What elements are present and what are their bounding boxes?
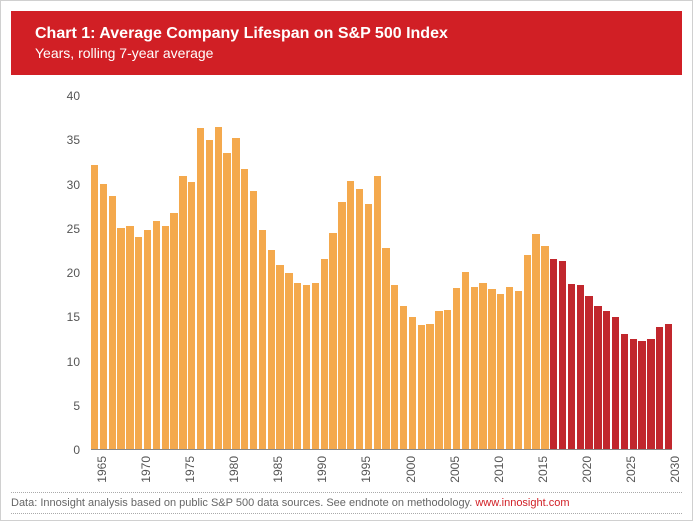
bar — [603, 311, 610, 449]
x-tick-label: 1975 — [183, 456, 197, 483]
chart-title: Chart 1: Average Company Lifespan on S&P… — [35, 25, 658, 43]
y-tick-label: 0 — [73, 443, 80, 457]
bar — [577, 285, 584, 449]
bar — [197, 128, 204, 449]
x-tick-label: 1990 — [315, 456, 329, 483]
bar — [382, 248, 389, 449]
bar — [170, 213, 177, 449]
x-tick-label: 2010 — [492, 456, 506, 483]
bar — [347, 181, 354, 449]
bar — [550, 259, 557, 449]
x-tick-label: 1995 — [359, 456, 373, 483]
bar — [356, 189, 363, 449]
bar — [568, 284, 575, 449]
bar — [162, 226, 169, 449]
bars-region — [91, 96, 672, 450]
chart-header: Chart 1: Average Company Lifespan on S&P… — [11, 11, 682, 75]
footnote-text: Data: Innosight analysis based on public… — [11, 497, 475, 509]
y-tick-label: 30 — [67, 178, 80, 192]
bar — [594, 306, 601, 449]
bar — [312, 283, 319, 449]
bar — [647, 339, 654, 449]
bar — [144, 230, 151, 449]
bar — [638, 341, 645, 449]
y-tick-label: 20 — [67, 266, 80, 280]
bar — [223, 153, 230, 449]
bar — [365, 204, 372, 449]
bar — [109, 196, 116, 449]
bar — [374, 176, 381, 449]
footnote-link[interactable]: www.innosight.com — [475, 497, 569, 509]
x-tick-label: 2000 — [404, 456, 418, 483]
bar — [462, 272, 469, 449]
bar — [541, 246, 548, 449]
y-axis: 0510152025303540 — [56, 96, 86, 450]
y-tick-label: 25 — [67, 222, 80, 236]
bar — [506, 287, 513, 449]
x-tick-label: 1965 — [95, 456, 109, 483]
y-tick-label: 35 — [67, 133, 80, 147]
bar — [665, 324, 672, 449]
bar — [215, 127, 222, 449]
x-tick-label: 2030 — [668, 456, 682, 483]
y-tick-label: 5 — [73, 399, 80, 413]
bar — [321, 259, 328, 449]
bar — [259, 230, 266, 449]
bar — [453, 288, 460, 449]
bar — [268, 250, 275, 449]
bar — [471, 287, 478, 449]
plot-area: 0510152025303540 19651970197519801985199… — [56, 96, 672, 450]
bar — [488, 289, 495, 449]
bar — [426, 324, 433, 449]
bar — [400, 306, 407, 449]
chart-subtitle: Years, rolling 7-year average — [35, 45, 658, 61]
bar — [338, 202, 345, 449]
bar — [612, 317, 619, 449]
bar — [276, 265, 283, 449]
x-tick-label: 2015 — [536, 456, 550, 483]
bar — [135, 237, 142, 449]
y-tick-label: 40 — [67, 89, 80, 103]
chart-container: Chart 1: Average Company Lifespan on S&P… — [0, 0, 693, 521]
y-tick-label: 10 — [67, 355, 80, 369]
bar — [179, 176, 186, 449]
y-tick-label: 15 — [67, 310, 80, 324]
bar — [391, 285, 398, 449]
bar — [232, 138, 239, 449]
bar — [329, 233, 336, 449]
bar — [497, 294, 504, 449]
bar — [241, 169, 248, 449]
x-tick-label: 2005 — [448, 456, 462, 483]
bar — [515, 291, 522, 449]
bar — [532, 234, 539, 449]
bar — [250, 191, 257, 449]
bar — [126, 226, 133, 449]
bar — [559, 261, 566, 449]
bar — [418, 325, 425, 449]
bar — [524, 255, 531, 449]
bar — [285, 273, 292, 450]
bar — [479, 283, 486, 449]
bar — [435, 311, 442, 449]
bar — [303, 285, 310, 449]
bar — [206, 140, 213, 449]
bar — [656, 327, 663, 449]
bar — [444, 310, 451, 449]
bar — [91, 165, 98, 449]
x-tick-label: 2020 — [580, 456, 594, 483]
x-tick-label: 1980 — [227, 456, 241, 483]
x-tick-label: 2025 — [624, 456, 638, 483]
bar — [294, 283, 301, 449]
footnote: Data: Innosight analysis based on public… — [11, 492, 682, 514]
bar — [188, 182, 195, 449]
bar — [621, 334, 628, 449]
bar — [117, 228, 124, 449]
bar — [585, 296, 592, 449]
bar — [100, 184, 107, 449]
bar — [153, 221, 160, 449]
bar — [409, 317, 416, 449]
x-tick-label: 1970 — [139, 456, 153, 483]
bar — [630, 339, 637, 449]
x-tick-label: 1985 — [271, 456, 285, 483]
